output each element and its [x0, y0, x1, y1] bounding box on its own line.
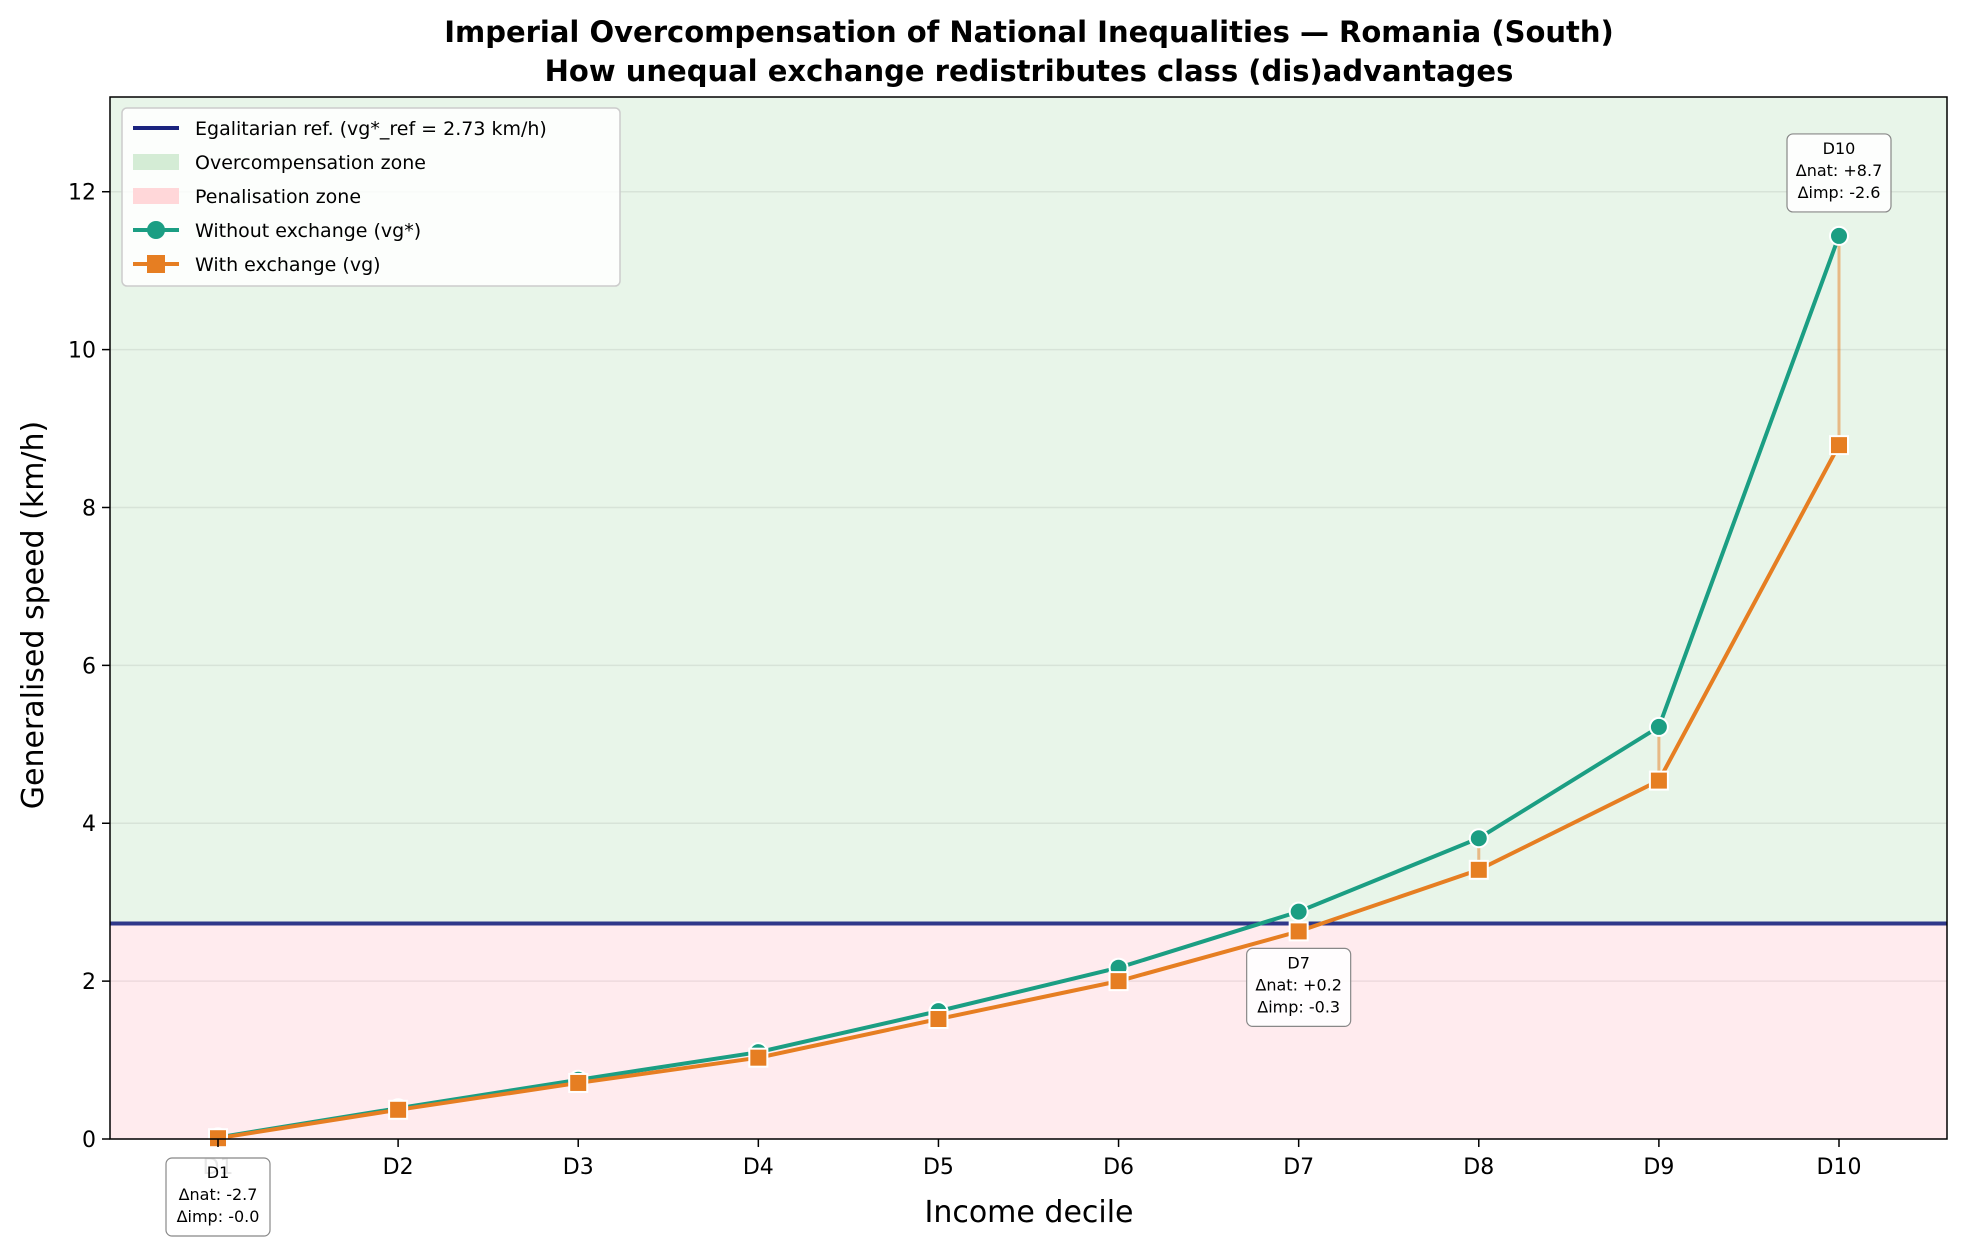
y-tick-label: 2 [82, 970, 96, 995]
legend-marker-without-exchange [147, 221, 165, 239]
y-tick-label: 8 [82, 496, 96, 521]
data-point [1648, 716, 1669, 737]
x-tick-label: D10 [1817, 1155, 1862, 1180]
chart-title: Imperial Overcompensation of National In… [444, 15, 1614, 49]
data-point [388, 1099, 409, 1120]
penalisation-zone [110, 923, 1947, 1139]
legend-swatch-penalisation [133, 188, 179, 204]
annotation-line: Δnat: -2.7 [179, 1185, 258, 1204]
x-tick-label: D5 [923, 1155, 954, 1180]
annotation-line: D1 [207, 1163, 230, 1182]
y-tick-label: 12 [68, 181, 96, 206]
x-tick-label: D9 [1643, 1155, 1674, 1180]
x-axis-label: Income decile [924, 1195, 1133, 1230]
data-point [1288, 901, 1309, 922]
annotation-box [1246, 947, 1352, 1027]
plot-frame [109, 96, 1948, 1140]
legend-label-with-exchange: With exchange (vg) [195, 254, 381, 276]
x-tick-label: D4 [743, 1155, 774, 1180]
annotation-line: D7 [1287, 953, 1310, 972]
chart-subtitle: How unequal exchange redistributes class… [545, 54, 1514, 88]
data-point [748, 1047, 769, 1068]
legend: Egalitarian ref. (vg*_ref = 2.73 km/h) Ov… [121, 107, 621, 287]
annotation-line: Δimp: -0.0 [177, 1207, 260, 1226]
x-tick-label: D3 [563, 1155, 594, 1180]
x-tick-label: D8 [1463, 1155, 1494, 1180]
legend-label-overcompensation: Overcompensation zone [195, 152, 426, 174]
y-axis: 0 2 4 6 8 10 12 [68, 181, 110, 1153]
y-tick-label: 4 [82, 812, 96, 837]
annotation-line: Δimp: -2.6 [1798, 183, 1881, 202]
annotation-line: Δnat: +0.2 [1255, 975, 1342, 994]
data-point [568, 1072, 589, 1093]
data-point [1829, 225, 1849, 246]
data-point [928, 1009, 949, 1030]
data-point [1288, 921, 1309, 942]
data-point [1468, 828, 1489, 849]
annotation-d7: D7 Δnat: +0.2 Δimp: -0.3 [1246, 947, 1352, 1027]
plot-area [109, 96, 1948, 1149]
x-tick-label: D7 [1283, 1155, 1314, 1180]
y-axis-label: Generalised speed (km/h) [16, 421, 51, 810]
x-tick-label: D6 [1103, 1155, 1134, 1180]
annotation-box [165, 1157, 271, 1237]
data-point [1468, 859, 1489, 880]
y-tick-label: 6 [82, 654, 96, 679]
annotation-line: D10 [1823, 139, 1856, 158]
markers-with-exchange [208, 435, 1849, 1149]
annotation-line: Δnat: +8.7 [1796, 161, 1883, 180]
x-tick-label: D2 [383, 1155, 414, 1180]
annotation-box [1786, 133, 1892, 213]
x-axis: D1 D2 D3 D4 D5 D6 D7 D8 D9 D10 [203, 1139, 1862, 1180]
y-tick-label: 0 [82, 1128, 96, 1153]
series-line-without-exchange [217, 235, 1841, 1140]
legend-box [121, 107, 621, 287]
annotation-d10: D10 Δnat: +8.7 Δimp: -2.6 [1786, 133, 1892, 213]
legend-label-penalisation: Penalisation zone [195, 186, 361, 208]
y-tick-label: 10 [68, 339, 96, 364]
series-line-with-exchange [217, 444, 1841, 1141]
legend-label-reference: Egalitarian ref. (vg*_ref = 2.73 km/h) [195, 118, 547, 140]
legend-marker-with-exchange [147, 255, 165, 273]
legend-label-without-exchange: Without exchange (vg*) [195, 220, 421, 242]
annotation-line: Δimp: -0.3 [1257, 997, 1340, 1016]
data-point [208, 1128, 228, 1149]
legend-swatch-overcompensation [133, 154, 179, 170]
data-point [1648, 770, 1669, 791]
data-point [1108, 971, 1129, 992]
annotation-d1: D1 Δnat: -2.7 Δimp: -0.0 [165, 1157, 271, 1237]
data-point [1829, 435, 1849, 456]
annotations: D1 Δnat: -2.7 Δimp: -0.0 D7 Δnat: +0.2 Δimp: … [165, 133, 1892, 1237]
